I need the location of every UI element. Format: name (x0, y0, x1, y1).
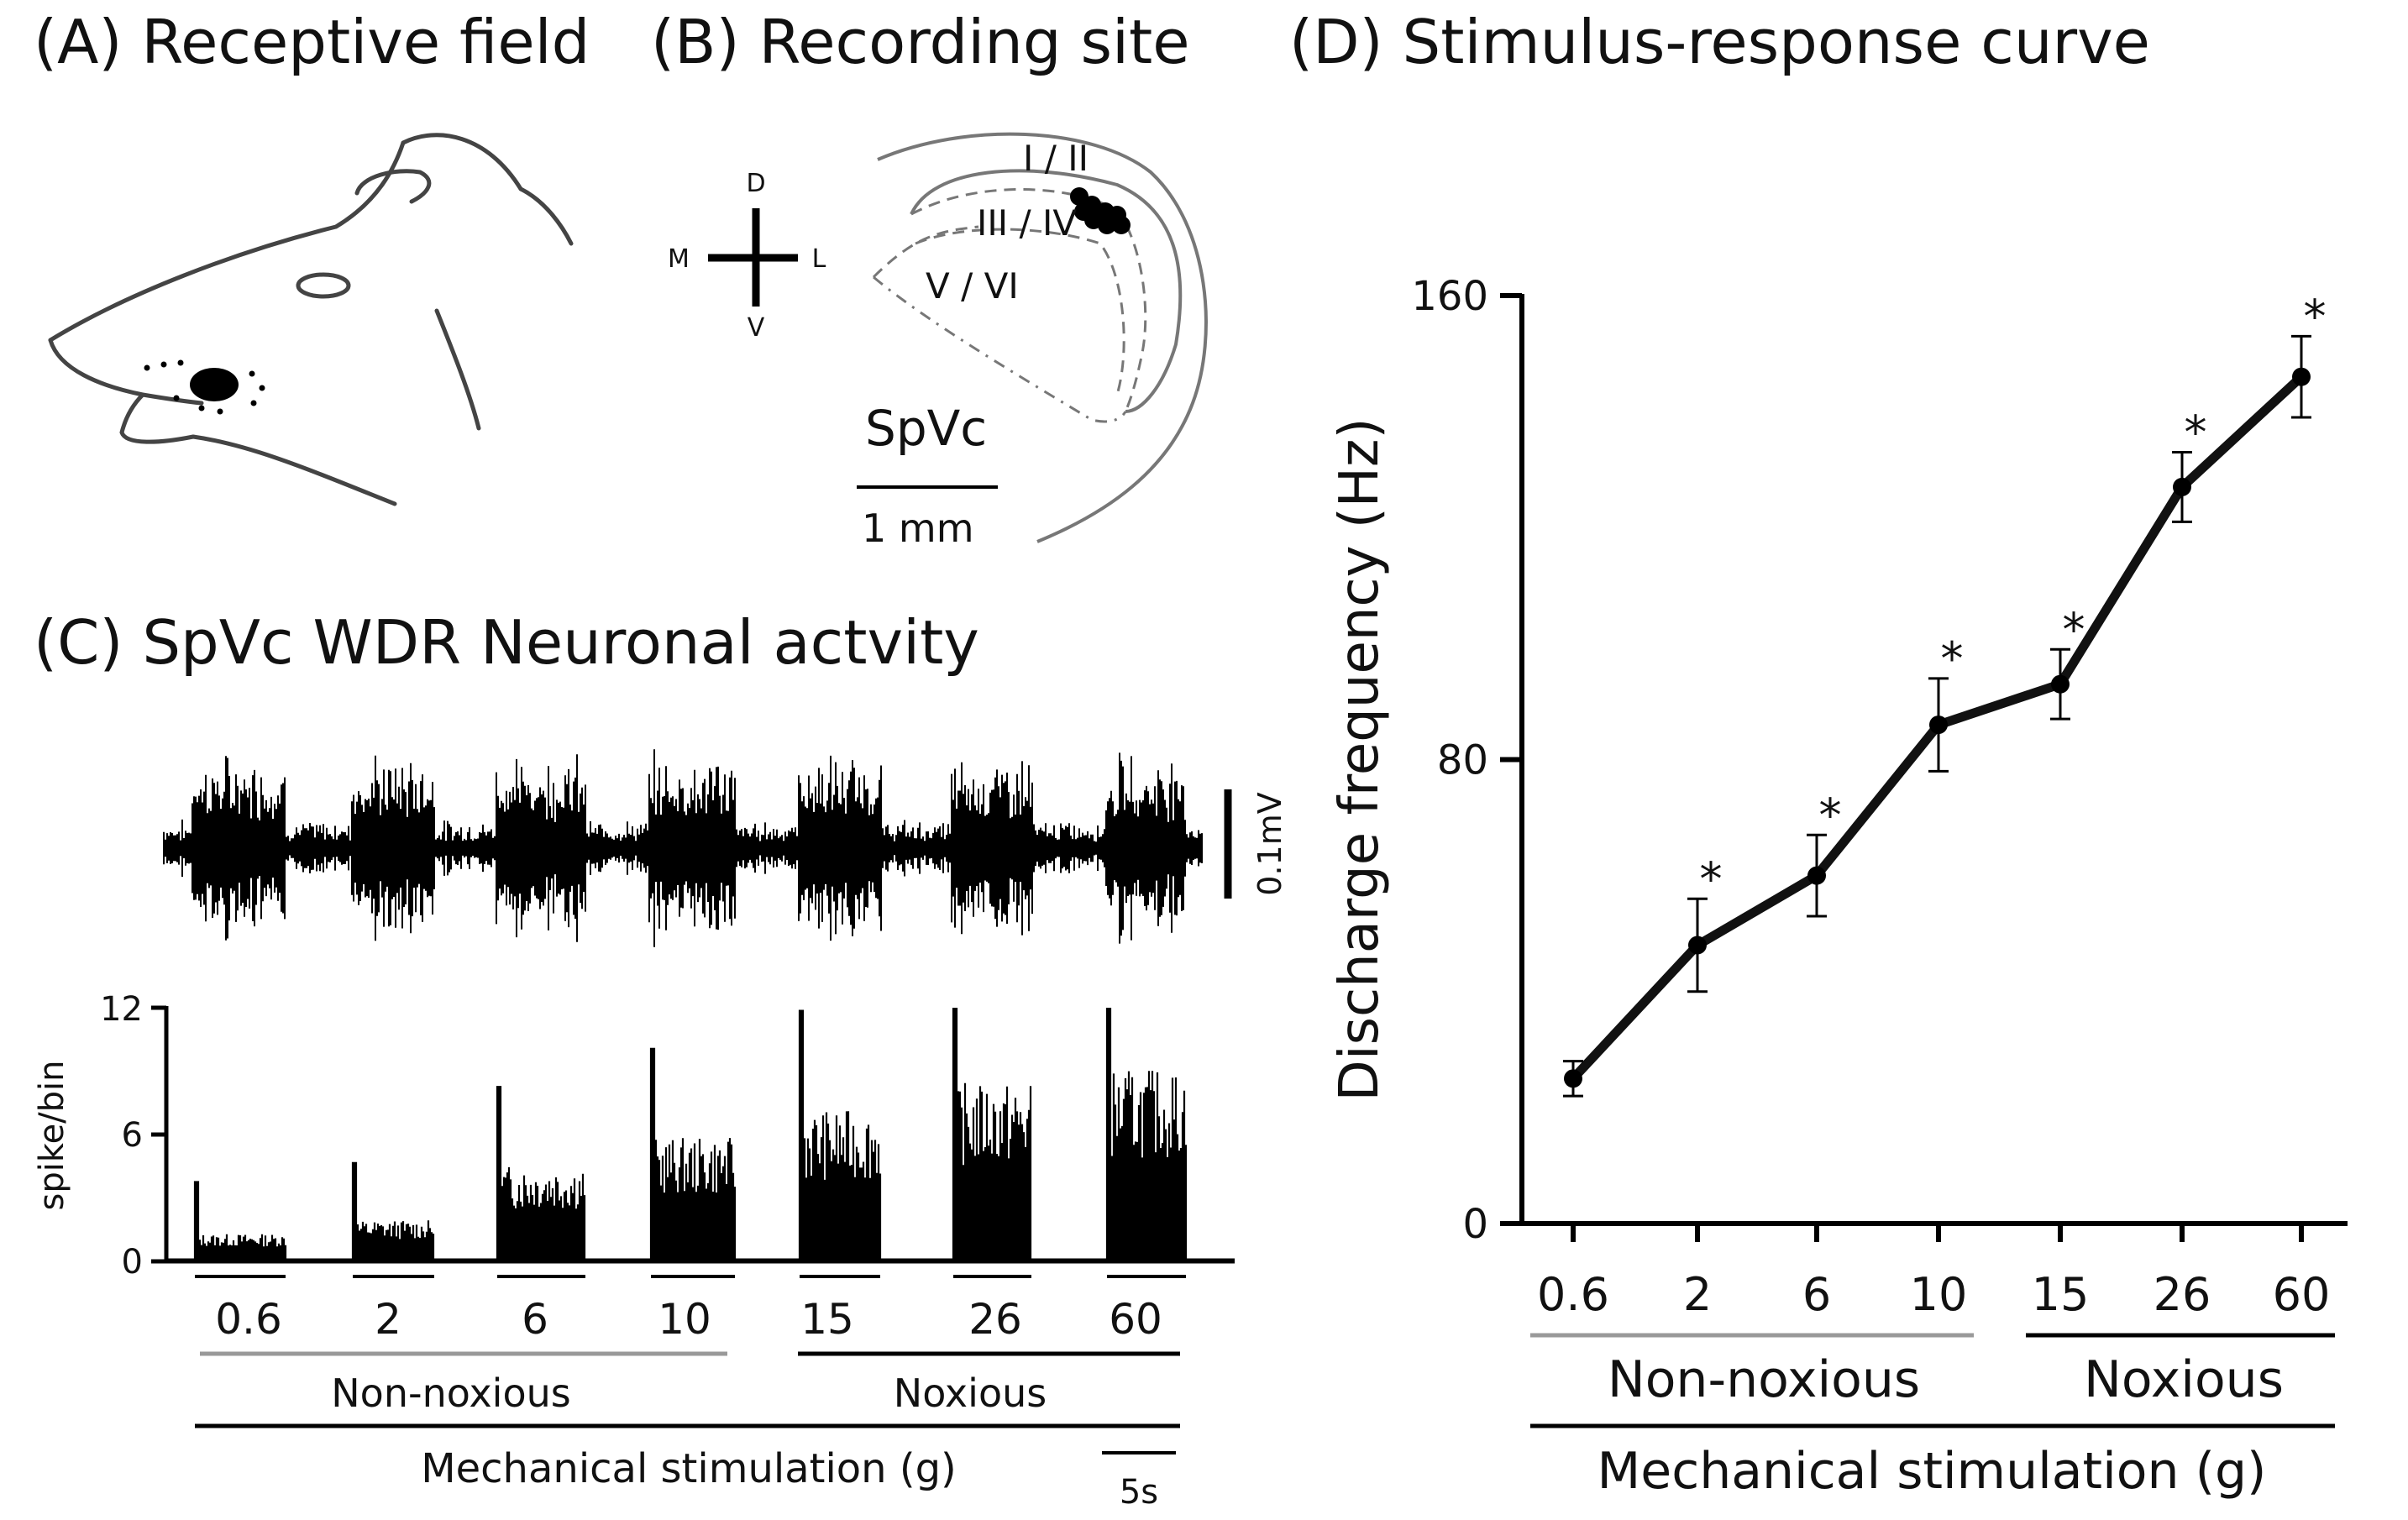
hist-burst-15 (798, 1009, 882, 1261)
raw-trace-signal (163, 749, 1203, 947)
data-point-60 (2292, 367, 2311, 386)
stim-labels-c: 0.6 2 6 10 15 26 60 (215, 1295, 1162, 1344)
rat-jaw (119, 392, 196, 444)
significance-marker-6: * (1819, 789, 1842, 841)
significance-marker-2: * (1700, 852, 1723, 905)
lamina-boundary-3 (872, 225, 979, 279)
hist-ytick-label-12: 12 (100, 990, 143, 1029)
chart-x-label: Mechanical stimulation (g) (1597, 1442, 2267, 1501)
noxious-label-d: Noxious (2084, 1350, 2284, 1409)
rat-snout-lower (48, 338, 204, 406)
chart-y-label: Discharge frequency (Hz) (1329, 418, 1391, 1102)
panel-c: (C) SpVc WDR Neuronal actvity 0.1mV 12 6… (33, 607, 1288, 1512)
nonnoxious-label-d: Non-noxious (1608, 1350, 1920, 1409)
rat-neck (434, 308, 481, 431)
data-point-10 (1929, 715, 1948, 735)
lamina-label-1: I / II (1023, 138, 1089, 179)
hist-burst-10 (649, 1047, 737, 1261)
data-point-2 (1688, 936, 1707, 955)
receptive-field-spot (190, 368, 239, 401)
orientation-compass: D V M L (668, 169, 826, 343)
chart-xtick-label-0.6: 0.6 (1537, 1268, 1609, 1321)
hist-ytick-label-0: 0 (122, 1243, 143, 1282)
time-scale-label: 5s (1120, 1473, 1158, 1512)
spvc-inner-boundary (910, 169, 1183, 413)
rat-head-drawing (48, 133, 574, 506)
compass-l: L (812, 244, 826, 274)
stim-label-c-15: 15 (800, 1295, 854, 1344)
spvc-outer-boundary (877, 132, 1208, 543)
significance-marker-15: * (2063, 603, 2085, 656)
rat-eye (296, 272, 351, 299)
chart-xtick-label-2: 2 (1683, 1268, 1712, 1321)
rat-head-back (401, 133, 523, 191)
hist-burst-6 (496, 1086, 586, 1261)
panel-d: (D) Stimulus-response curve 0 80 160 Discha… (1289, 7, 2348, 1501)
panel-b: (B) Recording site D V M L I / II III / … (651, 7, 1208, 551)
hist-burst-26 (952, 1008, 1032, 1261)
panel-b-title: (B) Recording site (651, 7, 1190, 77)
chart-ytick-label-0: 0 (1462, 1201, 1488, 1248)
lamina-boundary-1 (910, 188, 1147, 412)
significance-marker-26: * (2185, 406, 2207, 459)
chart-xtick-label-26: 26 (2154, 1268, 2211, 1321)
stim-label-c-60: 60 (1109, 1295, 1162, 1344)
xlabel-c: Mechanical stimulation (g) (421, 1445, 957, 1492)
hist-burst-2 (351, 1161, 435, 1261)
spike-histogram (168, 1008, 1235, 1261)
stim-label-c-2: 2 (375, 1295, 401, 1344)
chart-xtick-label-6: 6 (1802, 1268, 1831, 1321)
panel-a-title: (A) Receptive field (34, 7, 590, 77)
trace-scale-label: 0.1mV (1251, 792, 1288, 895)
hist-burst-0.6 (193, 1181, 287, 1261)
chart-xtick-label-15: 15 (2032, 1268, 2090, 1321)
chart-xtick-label-60: 60 (2273, 1268, 2331, 1321)
significance-marker-60: * (2304, 290, 2327, 343)
data-point-6 (1807, 866, 1826, 885)
noxious-label-c: Noxious (894, 1371, 1047, 1416)
compass-m: M (668, 244, 690, 274)
compass-v: V (748, 313, 765, 343)
data-point-26 (2173, 477, 2191, 496)
stim-label-c-0.6: 0.6 (215, 1295, 282, 1344)
chart-xtick-label-10: 10 (1910, 1268, 1968, 1321)
panel-a: (A) Receptive field (34, 7, 590, 506)
compass-d: D (746, 169, 765, 198)
significance-marker-10: * (1941, 632, 1964, 685)
stim-label-c-10: 10 (658, 1295, 711, 1344)
spvc-section-drawing (872, 132, 1208, 543)
lamina-label-3: V / VI (926, 265, 1019, 307)
stim-label-c-26: 26 (968, 1295, 1022, 1344)
rat-ear-back (518, 186, 574, 246)
panel-d-title: (D) Stimulus-response curve (1289, 7, 2150, 77)
chart-ytick-label-160: 160 (1411, 273, 1488, 320)
hist-burst-60 (1105, 1008, 1188, 1261)
rat-jaw-line (191, 434, 397, 506)
lamina-boundary-4 (873, 275, 1127, 423)
lamina-boundary-2 (915, 228, 1125, 396)
spvc-label: SpVc (865, 400, 987, 457)
nonnoxious-label-c: Non-noxious (331, 1371, 570, 1416)
data-point-0.6 (1564, 1069, 1582, 1088)
scale-bar-1mm-label: 1 mm (862, 506, 974, 551)
hist-y-label: spike/bin (33, 1060, 71, 1210)
rat-ear (354, 169, 432, 204)
stim-label-c-6: 6 (522, 1295, 548, 1344)
rat-head-outline-top (48, 140, 406, 343)
lamina-label-2: III / IV (977, 202, 1077, 244)
hist-ytick-label-6: 6 (122, 1116, 143, 1155)
panel-c-title: (C) SpVc WDR Neuronal actvity (34, 607, 979, 678)
raw-spike-trace (163, 749, 1203, 947)
data-point-15 (2051, 674, 2070, 694)
recording-site-dots (1070, 187, 1131, 234)
chart-ytick-label-80: 80 (1437, 737, 1488, 784)
whisker-dots (144, 359, 265, 415)
